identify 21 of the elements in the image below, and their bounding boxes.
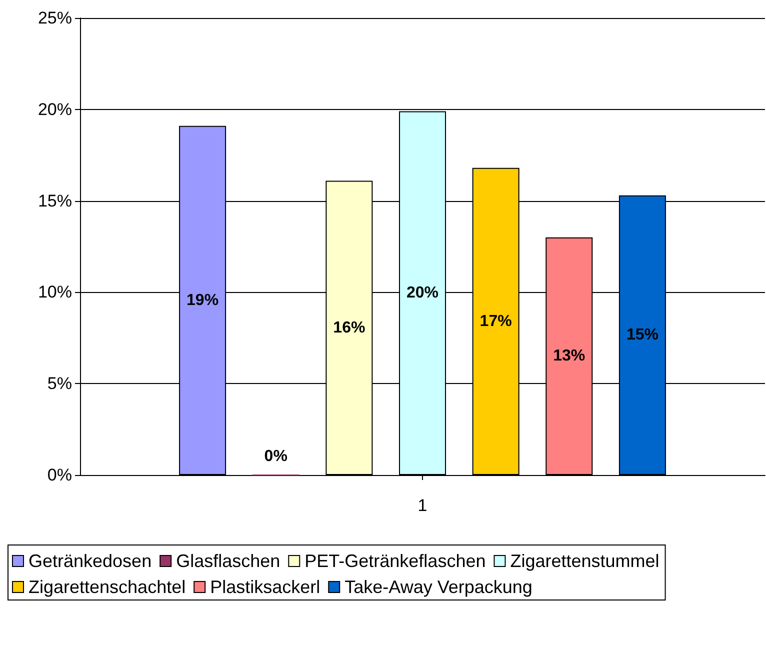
- y-tick-label: 10%: [38, 282, 72, 302]
- y-tick-label: 15%: [38, 191, 72, 210]
- data-label: 13%: [553, 348, 586, 365]
- data-label: 17%: [480, 312, 512, 330]
- data-label: 0%: [264, 448, 288, 465]
- legend-label: Glasflaschen: [176, 551, 280, 571]
- y-tick-label: 0%: [47, 466, 72, 484]
- legend-label: Getränkedosen: [28, 551, 152, 571]
- legend-label: Zigarettenstummel: [510, 551, 660, 571]
- legend-label: Zigarettenschachtel: [28, 577, 186, 597]
- legend-label: Plastiksackerl: [210, 577, 320, 597]
- y-tick-label: 25%: [38, 8, 72, 28]
- data-label: 20%: [406, 284, 439, 302]
- data-label: 16%: [333, 319, 366, 336]
- x-tick-label: 1: [418, 496, 428, 515]
- data-label: 19%: [186, 292, 219, 309]
- legend-label: PET-Getränkeflaschen: [304, 551, 486, 571]
- y-tick-label: 5%: [47, 374, 72, 394]
- data-label: 15%: [626, 326, 658, 344]
- legend-label: Take-Away Verpackung: [344, 577, 532, 597]
- y-tick-label: 20%: [38, 100, 72, 119]
